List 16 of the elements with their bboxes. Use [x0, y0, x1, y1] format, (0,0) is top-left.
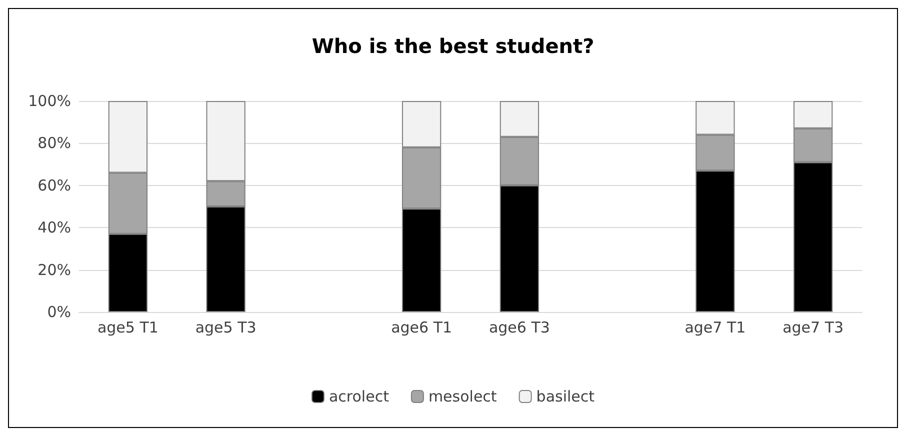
legend-label: mesolect: [428, 388, 497, 406]
x-tick-label: age5 T3: [195, 318, 256, 336]
x-tick-label: age7 T3: [782, 318, 844, 336]
y-tick-label: 40%: [38, 218, 71, 237]
y-tick-label: 0%: [47, 303, 71, 321]
y-tick-label: 80%: [38, 134, 71, 152]
legend-label: basilect: [536, 388, 595, 406]
y-tick-label: 20%: [38, 260, 71, 279]
x-tick-label: age7 T1: [684, 318, 746, 336]
chart-title: Who is the best student?: [312, 34, 594, 58]
legend-label: acrolect: [328, 388, 390, 406]
x-tick-label: age6 T3: [488, 318, 550, 336]
y-tick-label: 60%: [38, 176, 71, 194]
x-tick-label: age6 T1: [391, 318, 452, 336]
x-tick-label: age5 T1: [97, 318, 158, 336]
y-tick-label: 100%: [28, 92, 71, 110]
